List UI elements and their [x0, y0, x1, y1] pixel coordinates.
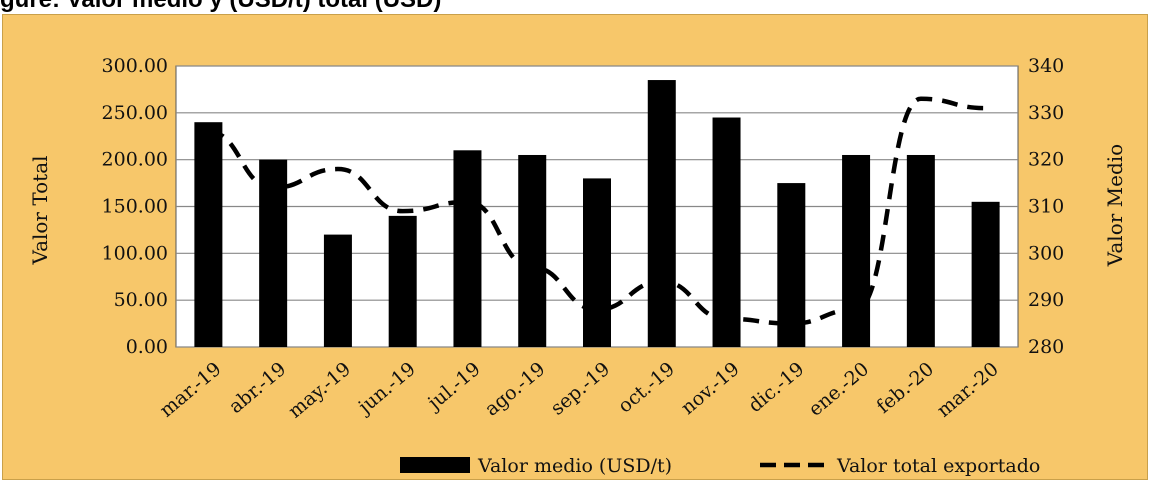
bar: [453, 150, 482, 347]
left-axis-ticks: 0.00 50.00 100.00 150.00 200.00 250.00 300.00: [102, 55, 168, 358]
right-axis-ticks: 280 290 300 310 320 330 340: [1028, 55, 1064, 358]
bar: [777, 183, 806, 347]
x-tick-label: feb.-20: [873, 358, 939, 418]
x-tick-label: sep.-19: [547, 358, 615, 420]
legend-bar-swatch: [400, 457, 470, 473]
bar: [647, 80, 676, 348]
y2-axis-title: Valor Medio: [1103, 144, 1127, 267]
y-axis-title: Valor Total: [28, 155, 52, 265]
chart-heading-fragment: gure: Valor medio y (USD/t) total (USD): [0, 0, 1150, 14]
bar: [194, 122, 223, 347]
y-tick-label: 200.00: [102, 149, 168, 171]
x-tick-label: jul.-19: [422, 358, 484, 415]
x-tick-label: nov.-19: [677, 358, 744, 419]
bar: [259, 159, 288, 347]
bar: [971, 201, 1000, 347]
legend: Valor medio (USD/t) Valor total exportad…: [400, 455, 1040, 477]
x-tick-label: jun.-19: [353, 358, 420, 419]
bar: [906, 154, 935, 347]
x-tick-label: abr.-19: [225, 358, 291, 418]
bar: [518, 154, 547, 347]
line-series: [208, 96, 986, 326]
legend-bar-label: Valor medio (USD/t): [477, 455, 672, 477]
bar: [842, 154, 871, 347]
x-tick-label: oct.-19: [614, 358, 679, 418]
y2-tick-label: 300: [1028, 242, 1064, 264]
y-tick-label: 50.00: [114, 289, 168, 311]
y-tick-label: 100.00: [102, 242, 168, 264]
y-tick-label: 300.00: [102, 55, 168, 77]
bar: [388, 215, 417, 347]
y2-tick-label: 280: [1028, 336, 1064, 358]
bar: [712, 117, 741, 348]
bar: [323, 234, 352, 347]
y-tick-label: 250.00: [102, 102, 168, 124]
y-tick-label: 150.00: [102, 196, 168, 218]
y2-tick-label: 340: [1028, 55, 1064, 77]
x-tick-label: ago.-19: [481, 358, 550, 421]
chart-heading-text: gure: Valor medio y (USD/t) total (USD): [0, 0, 441, 14]
y2-tick-label: 330: [1028, 102, 1064, 124]
y2-tick-label: 290: [1028, 289, 1064, 311]
bar: [583, 178, 611, 347]
y2-tick-label: 320: [1028, 149, 1064, 171]
y-tick-label: 0.00: [126, 336, 168, 358]
x-tick-label: may.-19: [284, 358, 355, 423]
x-tick-label: mar.-19: [156, 358, 226, 422]
x-tick-label: mar.-20: [933, 358, 1003, 422]
legend-line-label: Valor total exportado: [836, 455, 1040, 477]
y2-tick-label: 310: [1028, 196, 1064, 218]
x-tick-label: dic.-19: [744, 358, 808, 417]
x-tick-label: ene.-20: [804, 358, 873, 421]
bar-series: [194, 80, 1000, 348]
